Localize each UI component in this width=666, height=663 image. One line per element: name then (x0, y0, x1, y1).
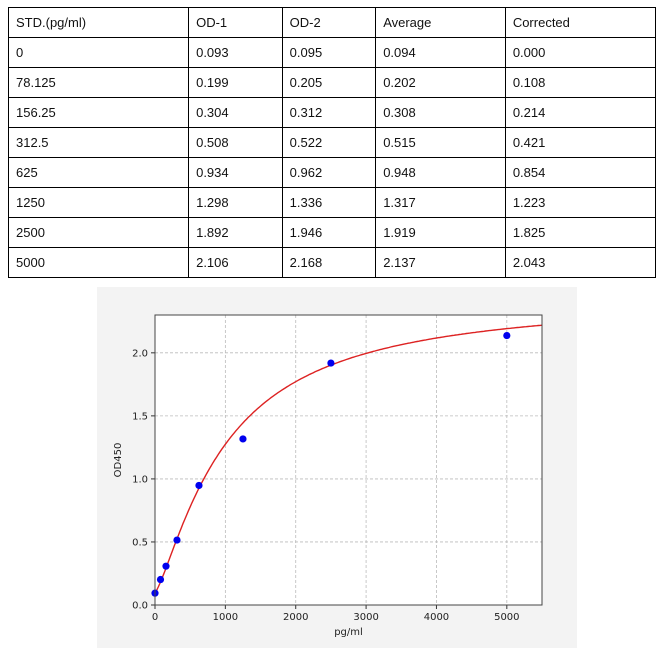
table-cell: 1250 (7, 187, 190, 218)
table-row: 0 0.093 0.095 0.094 0.000 (7, 37, 657, 68)
table-cell: 0.093 (188, 37, 283, 68)
y-tick-label: 0.0 (132, 601, 148, 612)
plot-frame (154, 314, 543, 606)
plot-area (155, 315, 542, 605)
table-cell: 1.298 (188, 187, 283, 218)
table-cell: 156.25 (7, 97, 190, 128)
table-cell: 1.336 (281, 187, 377, 218)
table-cell: 0.108 (504, 67, 657, 98)
table-row: 2500 1.892 1.946 1.919 1.825 (7, 217, 657, 248)
x-tick-label: 0 (152, 612, 158, 623)
table-cell: 0.421 (504, 127, 657, 158)
table-row: 312.5 0.508 0.522 0.515 0.421 (7, 127, 657, 158)
data-point (503, 331, 511, 340)
table-cell: 0.202 (375, 67, 506, 98)
table-cell: Average (375, 7, 506, 38)
table-cell: 625 (7, 157, 190, 188)
table-cell: 0.934 (188, 157, 283, 188)
table-cell: 0 (7, 37, 190, 68)
table-cell: 0.094 (375, 37, 506, 68)
table-row: 78.125 0.199 0.205 0.202 0.108 (7, 67, 657, 98)
y-tick-label: 0.5 (132, 537, 148, 548)
y-tick-label: 1.0 (132, 474, 148, 485)
table-cell: 0.522 (281, 127, 377, 158)
table-cell: 0.000 (504, 37, 657, 68)
table-cell: 0.854 (504, 157, 657, 188)
table-cell: 1.223 (504, 187, 657, 218)
y-tick-label: 2.0 (132, 348, 148, 359)
table-cell: 0.304 (188, 97, 283, 128)
table-cell: 312.5 (7, 127, 190, 158)
table-cell: 2.137 (375, 247, 506, 278)
data-point (327, 359, 335, 367)
table-header-row: STD.(pg/ml) OD-1 OD-2 Average Corrected (7, 7, 657, 38)
y-tick-label: 1.5 (132, 411, 148, 422)
table-cell: 0.308 (375, 97, 506, 128)
table-cell: 0.962 (281, 157, 377, 188)
x-tick-label: 1000 (213, 612, 238, 623)
x-tick-label: 2000 (283, 612, 308, 623)
standards-table: STD.(pg/ml) OD-1 OD-2 Average Corrected 0 0.09… (7, 7, 657, 278)
table-cell: 2500 (7, 217, 190, 248)
table-cell: OD-2 (281, 7, 377, 38)
table-cell: 0.515 (375, 127, 506, 158)
table-cell: 1.825 (504, 217, 657, 248)
table-row: 156.25 0.304 0.312 0.308 0.214 (7, 97, 657, 128)
table-cell: OD-1 (188, 7, 283, 38)
table-cell: 0.312 (281, 97, 377, 128)
table-cell: 1.892 (188, 217, 283, 248)
table-cell: 0.095 (281, 37, 377, 68)
table-cell: 0.508 (188, 127, 283, 158)
table-cell: Corrected (504, 7, 657, 38)
data-point (162, 562, 170, 570)
table-cell: 0.948 (375, 157, 506, 188)
table-row: 625 0.934 0.962 0.948 0.854 (7, 157, 657, 188)
data-point (173, 536, 181, 544)
chart-svg: 0 1000 2000 3000 4000 5000 0.0 0.5 1.0 1.5 2.0 pg/m… (113, 314, 543, 638)
data-point (239, 435, 247, 443)
table-cell: 2.106 (188, 247, 283, 278)
table-cell: 2.168 (281, 247, 377, 278)
y-axis-label: OD450 (113, 443, 124, 478)
data-point (195, 481, 203, 490)
table-cell: 0.205 (281, 67, 377, 98)
x-tick-label: 3000 (353, 612, 378, 623)
data-point (156, 575, 165, 584)
table-cell: 5000 (7, 247, 190, 278)
fit-curve-line (154, 324, 543, 593)
x-axis-label: pg/ml (334, 627, 363, 638)
standard-curve-chart: 0 1000 2000 3000 4000 5000 0.0 0.5 1.0 1.5 2.0 pg/m… (97, 287, 577, 648)
x-tick-label: 4000 (424, 612, 449, 623)
table-row: 1250 1.298 1.336 1.317 1.223 (7, 187, 657, 218)
table-row: 5000 2.106 2.168 2.137 2.043 (7, 247, 657, 278)
table-cell: 1.946 (281, 217, 377, 248)
table-cell: STD.(pg/ml) (7, 7, 190, 38)
table-cell: 0.214 (504, 97, 657, 128)
table-cell: 1.919 (375, 217, 506, 248)
table-cell: 78.125 (7, 67, 190, 98)
table-cell: 1.317 (375, 187, 506, 218)
x-tick-label: 5000 (494, 612, 519, 623)
table-cell: 2.043 (504, 247, 657, 278)
table-cell: 0.199 (188, 67, 283, 98)
